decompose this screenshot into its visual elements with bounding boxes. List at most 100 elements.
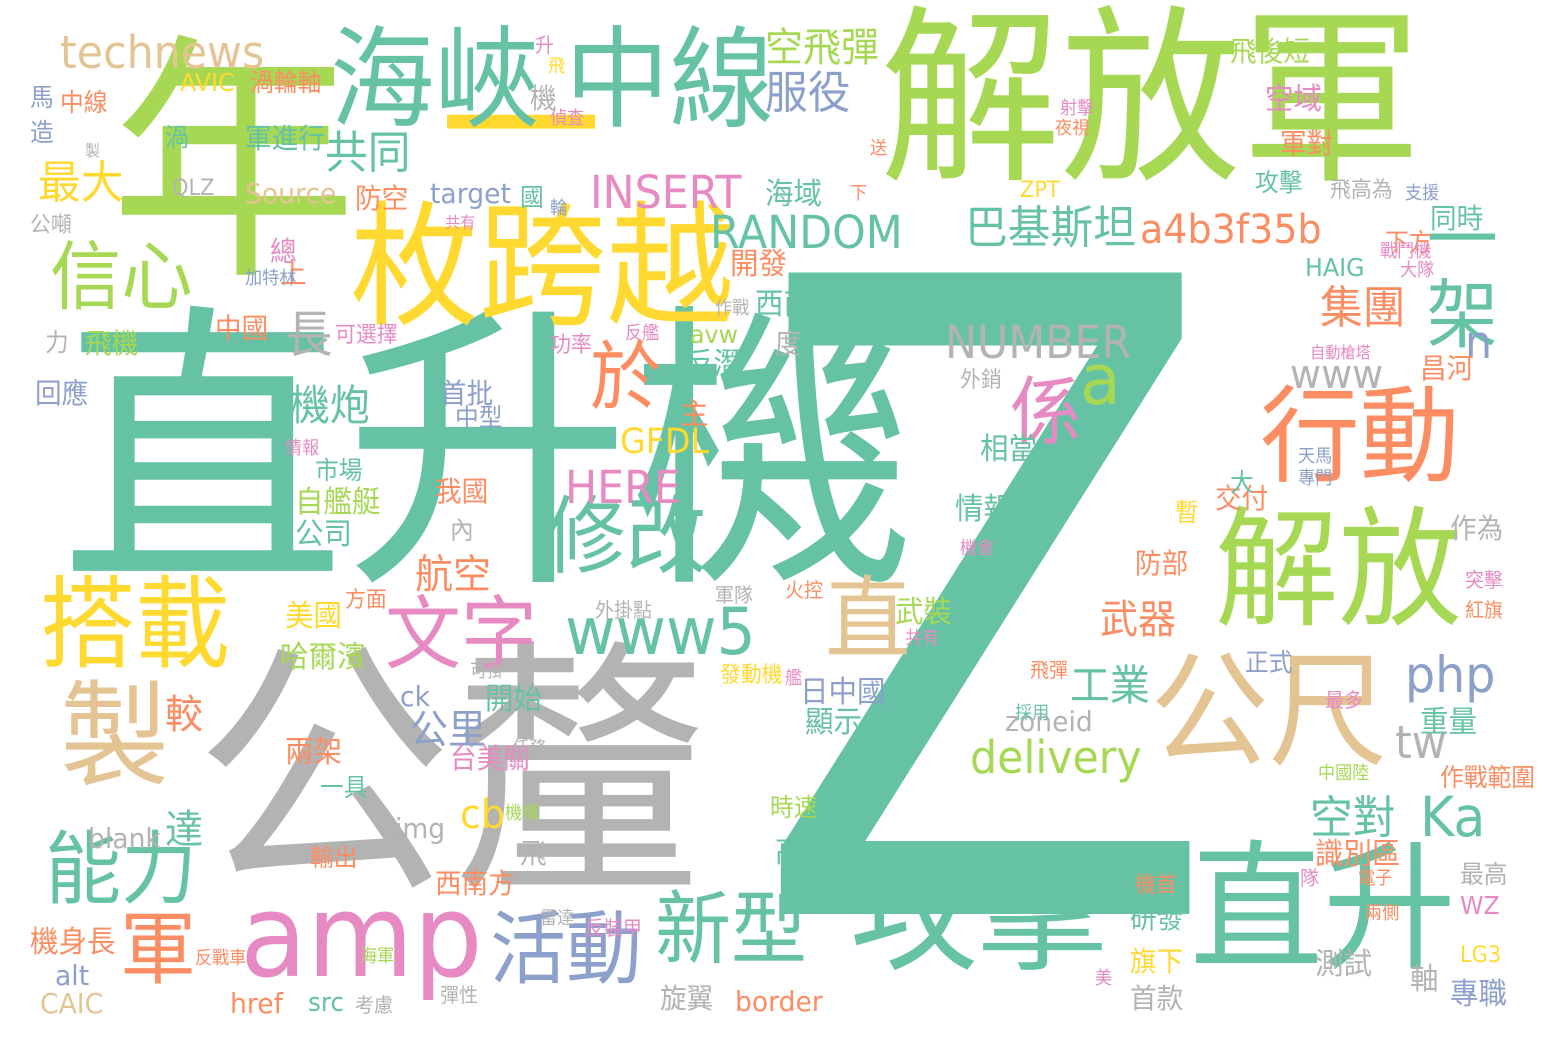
word: 工業 <box>1070 661 1150 710</box>
word: INSERT <box>590 166 742 219</box>
word: www <box>1290 352 1384 398</box>
word: 總 <box>270 235 297 268</box>
word: 渦輪軸 <box>250 68 322 97</box>
word: 新型 <box>655 883 807 976</box>
word: 天馬 <box>1298 446 1333 467</box>
word: 反裝甲 <box>585 916 642 940</box>
word: 下 <box>850 183 868 204</box>
word: 國 <box>520 183 544 212</box>
word: 直 <box>825 567 911 672</box>
word: 四個 <box>785 868 820 889</box>
word: Ka <box>1420 785 1486 849</box>
word: 射擊 <box>1060 98 1095 119</box>
word: 隊 <box>1300 866 1319 890</box>
word: target <box>430 177 511 210</box>
word: 美國 <box>285 599 342 634</box>
word: 航空 <box>415 552 491 598</box>
word: 飛後短 <box>1230 35 1310 68</box>
word: 任務 <box>512 738 547 759</box>
word: 時速 <box>770 793 818 822</box>
word: 火控 <box>785 578 823 602</box>
word: 行動 <box>1260 376 1460 498</box>
word: 西南 <box>755 287 812 322</box>
word: 飛 <box>548 56 566 77</box>
word: 我國 <box>435 475 489 508</box>
word: 升 <box>535 33 554 57</box>
word: 彈性 <box>440 983 478 1007</box>
word: 重量 <box>1420 705 1477 740</box>
word: 攻擊 <box>850 834 1107 991</box>
word: 送 <box>870 138 888 159</box>
word: QLZ <box>172 176 215 201</box>
word: 兩側 <box>1365 903 1400 924</box>
word: 首批 <box>440 377 494 410</box>
word: 反潛 <box>685 347 742 382</box>
word: 採用 <box>1015 703 1050 724</box>
word: 軸 <box>1410 962 1439 997</box>
word: 空飛彈 <box>765 25 879 71</box>
word: 功率 <box>550 333 592 358</box>
word: 外掛點 <box>595 598 652 622</box>
word: 於 <box>590 333 662 421</box>
word: 海軍 <box>360 946 395 967</box>
word: 服役 <box>765 66 851 119</box>
word: 信心 <box>50 233 193 321</box>
word: 最高 <box>1460 860 1508 889</box>
word: 兩架 <box>285 735 342 770</box>
word: 艦 <box>785 668 803 689</box>
word: 機 <box>530 82 557 115</box>
word: 機首 <box>1135 873 1177 898</box>
word: 中線 <box>60 88 108 117</box>
word: 造 <box>30 118 54 147</box>
word: 軍進行 <box>245 122 325 155</box>
word: 大 <box>1230 468 1254 497</box>
word: 開發 <box>730 247 787 282</box>
word: 海域 <box>765 177 822 212</box>
word: 突擊 <box>1465 568 1503 592</box>
word: NUMBER <box>945 316 1132 369</box>
word: 作戰範圍 <box>1440 763 1536 792</box>
word: 防空 <box>355 182 409 215</box>
word: 發動機 <box>720 663 783 688</box>
word: 直升機 <box>60 280 915 629</box>
word: 大隊 <box>1400 260 1435 281</box>
word: 空對 <box>1310 791 1396 844</box>
word: 西南方 <box>435 867 515 900</box>
word: href <box>230 987 283 1020</box>
word: alt <box>55 959 90 992</box>
word: 馬 <box>30 83 54 112</box>
word: 自艦艇 <box>295 485 381 520</box>
word: zoneid <box>1005 705 1093 738</box>
word: 交付 <box>1215 482 1269 515</box>
word: 自動槍塔 <box>1310 343 1371 362</box>
word: 共同 <box>325 126 411 179</box>
word: 中國陸 <box>1318 763 1370 784</box>
word: 同時 <box>1430 202 1484 235</box>
word: RANDOM <box>710 206 903 259</box>
word: tw <box>1395 716 1447 769</box>
word: 考慮 <box>355 993 393 1017</box>
word: 公噸 <box>30 213 72 238</box>
word: 反戰車 <box>195 948 247 969</box>
word: 專職 <box>1450 977 1507 1012</box>
word: 作戰 <box>715 298 750 319</box>
word: 加特林 <box>245 268 297 289</box>
word: 機會 <box>960 538 995 559</box>
word: AVIC <box>180 68 235 97</box>
word: 長 <box>285 306 333 364</box>
word: 昌河 <box>1420 352 1474 385</box>
word: 解放 <box>1215 494 1463 646</box>
word: 軍對 <box>1280 127 1334 160</box>
word: 回應 <box>35 377 89 410</box>
word: 首款 <box>1130 982 1184 1015</box>
word: 飛機 <box>85 327 139 360</box>
word: 最大 <box>38 156 124 209</box>
word: 雷達 <box>540 908 575 929</box>
word: 活動 <box>490 903 642 996</box>
word: technews <box>60 26 265 79</box>
word: 共有 <box>445 213 476 232</box>
word: src <box>308 988 345 1018</box>
word: 反艦 <box>625 323 660 344</box>
word: HERE <box>565 461 681 514</box>
